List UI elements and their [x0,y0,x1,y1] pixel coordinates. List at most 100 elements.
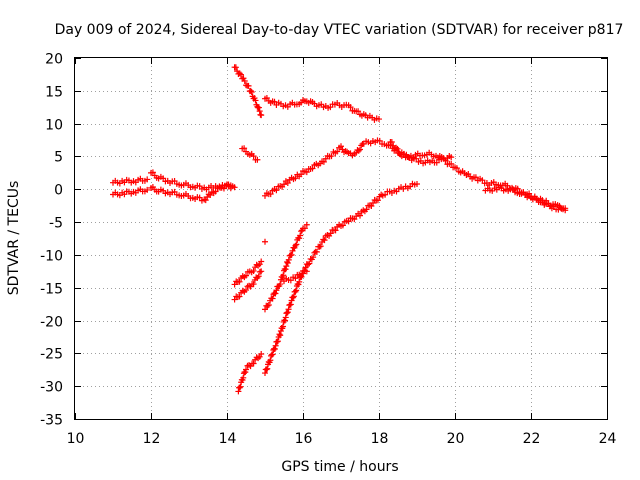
data-point [562,207,569,214]
series-track-n [235,351,265,395]
data-point [240,75,247,82]
x-axis-label: GPS time / hours [281,459,398,475]
series-track-j [482,184,569,214]
data-point [280,272,287,279]
y-tick-label: 5 [54,150,63,166]
series-track-h [262,137,569,212]
data-point [258,268,265,275]
data-point [250,360,257,367]
data-point [250,267,257,274]
data-point [413,155,420,162]
data-point [279,323,286,330]
data-point [363,206,370,213]
data-point [231,184,238,191]
data-point [245,82,252,89]
data-point [240,370,247,377]
x-tick-label: 12 [143,431,161,447]
data-point [301,225,308,232]
data-point [264,365,271,372]
plot-frame [74,57,608,420]
data-point [374,197,381,204]
x-tick-label: 10 [67,431,85,447]
series-track-i [387,139,455,164]
data-point [237,383,244,390]
data-point [285,256,292,263]
data-point [231,296,238,303]
data-point [236,293,243,300]
series-track-m [262,238,268,245]
series-track-e [231,64,265,119]
data-point [237,71,244,78]
data-point [242,369,249,376]
data-point [236,278,243,285]
data-point [254,156,261,163]
x-tick-label: 20 [447,431,465,447]
data-point [265,301,272,308]
data-point [338,143,344,150]
data-point [272,342,279,349]
data-point [241,145,248,152]
data-point [277,327,284,334]
data-point [376,116,382,123]
data-point [258,112,265,119]
y-tick-label: -5 [49,216,63,232]
y-tick-labels: 20 15 10 5 0 -5 -10 -15 -20 -25 -30 -35 [40,52,63,429]
data-point [269,351,276,358]
x-tick-labels: 10 12 14 16 18 20 22 24 [67,431,617,447]
data-point [273,287,280,294]
data-point [394,145,401,152]
data-point [288,251,295,258]
data-point [296,235,303,242]
data-point [332,227,339,234]
data-point [357,212,363,219]
data-point [370,199,377,206]
data-point [262,370,268,377]
series-track-k [231,258,265,288]
data-point [290,294,297,301]
series-track-p [262,221,310,313]
data-point [347,104,354,111]
data-point [283,263,290,270]
data-point [282,317,289,324]
x-tick-label: 18 [371,431,389,447]
data-series [110,64,569,395]
y-tick-label: -35 [40,413,63,429]
data-point [472,174,479,181]
data-point [202,197,209,204]
data-point [264,302,271,309]
chart-title: Day 009 of 2024, Sidereal Day-to-day VTE… [55,22,624,38]
data-point [293,287,300,294]
data-point [282,266,289,273]
data-point [243,366,249,373]
y-tick-label: -10 [40,249,63,265]
data-point [284,309,291,316]
axis-ticks [75,58,608,420]
data-point [271,98,278,105]
data-point [258,351,265,358]
data-point [290,293,297,300]
series-track-g [262,94,382,123]
data-point [327,230,334,237]
x-tick-label: 22 [523,431,541,447]
data-point [262,238,268,245]
y-tick-label: 15 [45,85,63,101]
data-point [293,241,300,248]
data-point [269,295,276,302]
data-point [149,169,156,176]
data-point [317,243,324,250]
series-track-l [231,268,265,303]
data-point [282,314,289,321]
data-point [281,181,287,188]
data-point [232,64,239,71]
data-point [235,388,242,395]
data-point [267,191,274,198]
data-point [287,301,294,308]
series-track-q [281,267,310,285]
data-point [144,176,151,183]
data-point [302,264,309,271]
series-track-b [110,186,151,199]
data-point [285,306,292,313]
data-point [274,338,281,345]
data-point [263,366,270,373]
